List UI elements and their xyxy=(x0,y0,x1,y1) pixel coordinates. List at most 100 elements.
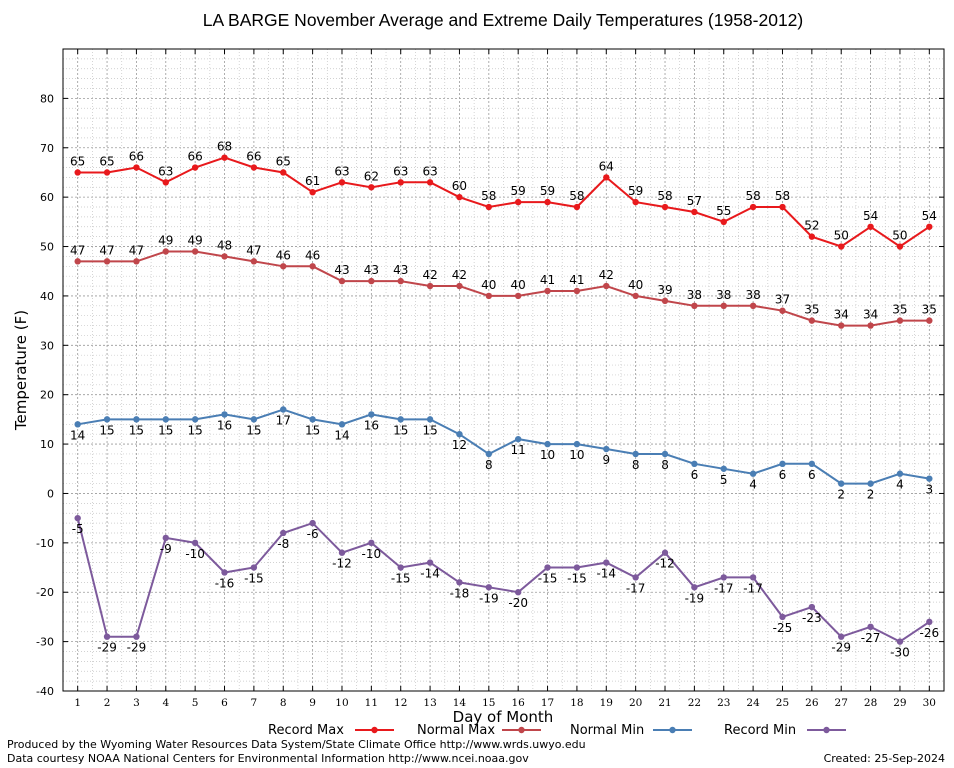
record-min-point xyxy=(808,603,816,611)
normal-min-data-label: 6 xyxy=(808,468,816,482)
record-max-point xyxy=(749,203,757,211)
normal-max-data-label: 34 xyxy=(834,308,849,322)
footer-data-courtesy: Data courtesy NOAA National Centers for … xyxy=(7,752,529,765)
normal-min-data-label: 9 xyxy=(602,453,610,467)
normal-min-point xyxy=(691,460,698,468)
record-min-point xyxy=(514,589,522,596)
normal-min-point xyxy=(632,450,639,458)
record-min-point xyxy=(720,574,727,581)
record-min-point xyxy=(133,633,140,640)
normal-max-series: 47 47 47 49 49 48 47 46 46 43 43 43 42 42 40 40 41 41 42 40… xyxy=(70,233,937,329)
normal-min-data-label: 2 xyxy=(867,488,875,502)
normal-max-point xyxy=(162,248,169,255)
footer-created-date: Created: 25-Sep-2024 xyxy=(823,752,945,765)
legend-label-normal-min: Normal Min xyxy=(570,723,644,738)
record-min-point xyxy=(280,529,287,537)
normal-min-data-label: 16 xyxy=(364,418,379,432)
normal-max-point xyxy=(808,317,816,324)
normal-max-data-label: 41 xyxy=(569,273,584,287)
normal-max-point xyxy=(280,263,287,270)
record-min-data-label: -29 xyxy=(127,641,147,655)
record-min-point xyxy=(426,559,434,566)
normal-min-point xyxy=(779,460,786,468)
record-max-point xyxy=(632,198,639,206)
x-tick-label: 29 xyxy=(893,697,906,709)
record-min-point xyxy=(456,579,463,586)
record-max-data-label: 63 xyxy=(393,164,408,178)
normal-max-point xyxy=(426,282,434,290)
x-tick-label: 11 xyxy=(365,697,378,709)
record-max-data-label: 63 xyxy=(334,164,349,178)
normal-max-data-label: 38 xyxy=(745,288,760,302)
record-max-data-label: 65 xyxy=(70,154,85,168)
record-min-data-label: -12 xyxy=(655,557,675,571)
record-min-point xyxy=(749,574,757,581)
record-max-point xyxy=(191,164,199,171)
record-max-data-label: 58 xyxy=(569,189,584,203)
record-max-point xyxy=(103,169,111,176)
record-max-data-label: 59 xyxy=(511,184,526,198)
record-min-data-label: -20 xyxy=(508,596,528,610)
x-tick-label: 9 xyxy=(309,697,316,709)
x-tick-label: 5 xyxy=(192,697,199,709)
x-tick-label: 8 xyxy=(280,697,287,709)
normal-min-point xyxy=(544,440,551,448)
normal-max-point xyxy=(896,317,904,324)
x-tick-label: 6 xyxy=(221,697,228,709)
normal-max-point xyxy=(926,317,933,324)
record-min-point xyxy=(74,514,81,522)
record-max-point xyxy=(514,198,522,206)
record-max-data-label: 62 xyxy=(364,169,379,183)
record-min-point xyxy=(485,584,493,591)
legend-marker-normal-min xyxy=(669,726,676,734)
normal-min-point xyxy=(280,406,287,413)
normal-min-data-label: 15 xyxy=(99,423,114,437)
record-min-point xyxy=(573,564,581,571)
normal-min-data-label: 4 xyxy=(896,478,904,492)
record-max-point xyxy=(456,193,463,201)
normal-min-point xyxy=(867,480,874,487)
normal-max-data-label: 46 xyxy=(305,248,320,262)
normal-min-data-label: 15 xyxy=(393,423,408,437)
x-tick-label: 28 xyxy=(864,697,877,709)
record-min-point xyxy=(926,618,933,626)
normal-min-point xyxy=(133,416,140,423)
normal-min-data-label: 10 xyxy=(540,448,555,462)
record-max-data-label: 54 xyxy=(922,209,937,223)
record-max-point xyxy=(720,218,727,226)
y-tick-label: 30 xyxy=(40,339,54,352)
normal-min-point xyxy=(456,431,463,438)
normal-max-data-label: 35 xyxy=(892,303,907,317)
normal-max-data-label: 43 xyxy=(334,263,349,277)
record-min-data-label: -16 xyxy=(215,576,235,590)
record-min-data-label: -15 xyxy=(538,572,558,586)
record-max-point xyxy=(485,203,493,211)
normal-max-data-label: 47 xyxy=(129,243,144,257)
record-max-point xyxy=(691,208,698,216)
normal-min-point xyxy=(309,416,316,423)
normal-min-point xyxy=(74,421,81,428)
normal-min-data-label: 15 xyxy=(422,423,437,437)
x-tick-label: 21 xyxy=(658,697,671,709)
legend-marker-record-min xyxy=(823,726,830,734)
normal-max-data-label: 49 xyxy=(158,233,173,247)
normal-max-line xyxy=(77,250,930,327)
record-min-data-label: -18 xyxy=(450,586,470,600)
record-max-data-label: 66 xyxy=(129,150,144,164)
record-min-data-label: -9 xyxy=(160,542,172,556)
normal-max-point xyxy=(779,307,786,314)
legend-marker-record-max xyxy=(371,726,378,734)
x-tick-label: 14 xyxy=(453,697,467,709)
y-tick-label: 10 xyxy=(40,438,54,451)
record-min-point xyxy=(896,638,904,645)
normal-min-point xyxy=(250,416,258,423)
normal-min-data-label: 4 xyxy=(749,478,757,492)
record-max-data-label: 58 xyxy=(745,189,760,203)
x-tick-label: 25 xyxy=(776,697,789,709)
normal-max-data-label: 42 xyxy=(452,268,467,282)
normal-min-line xyxy=(77,408,930,485)
record-max-point xyxy=(661,203,669,211)
record-min-data-label: -17 xyxy=(743,581,763,595)
record-min-data-label: -15 xyxy=(567,572,587,586)
